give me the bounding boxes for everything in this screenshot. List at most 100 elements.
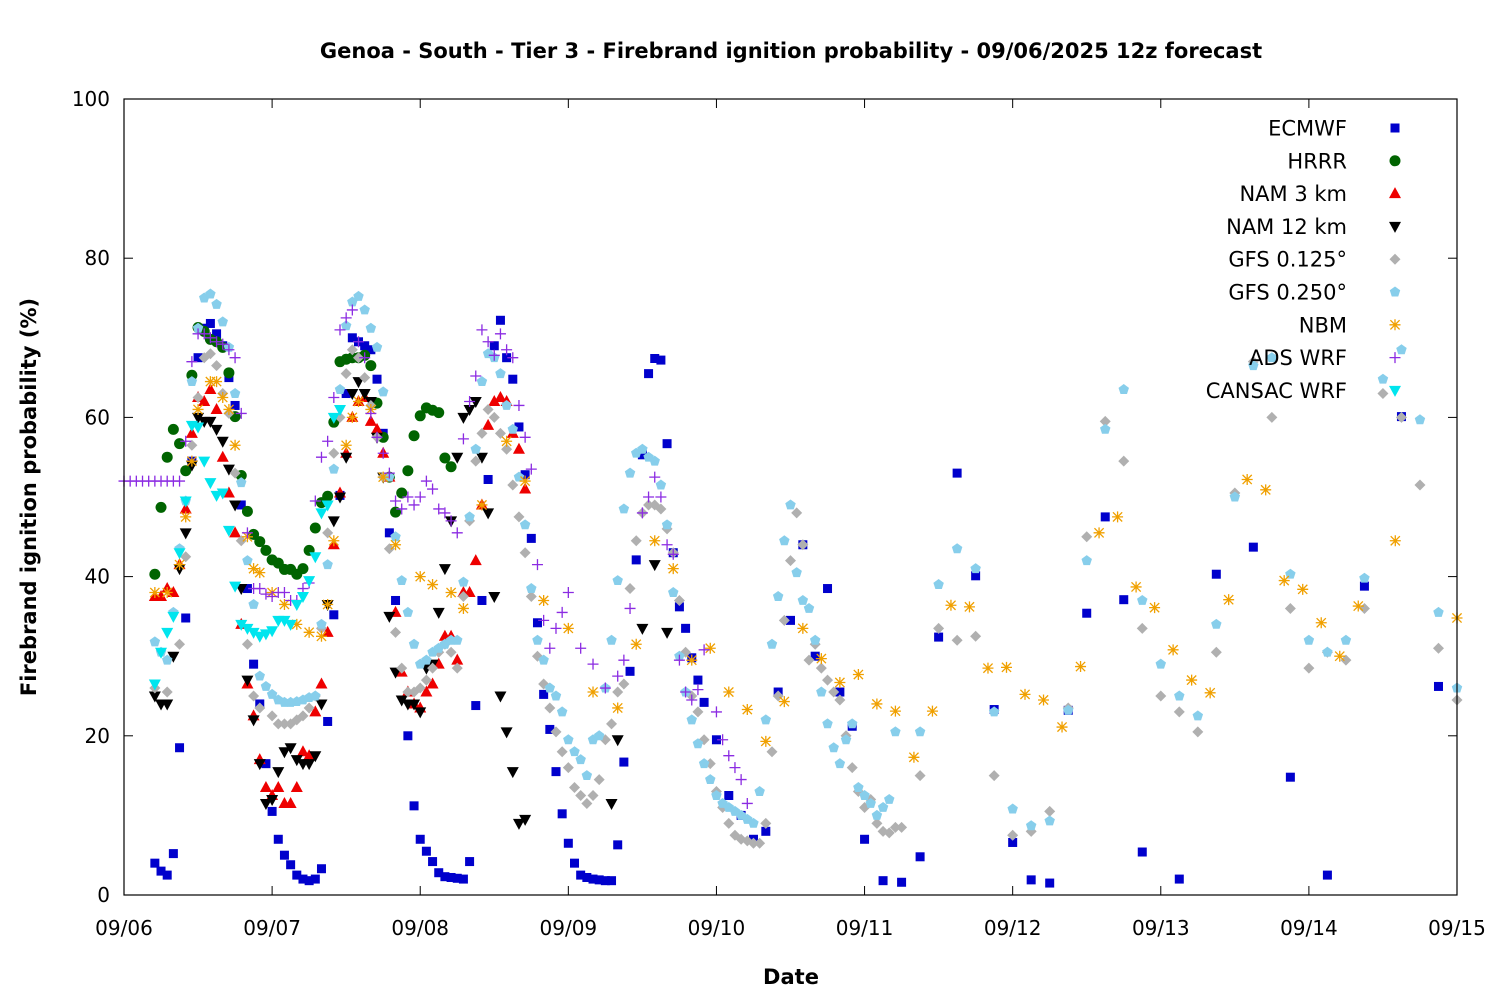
data-point [618,654,630,666]
data-point [427,662,439,674]
data-point [544,642,556,654]
data-point [889,821,901,833]
data-point [797,622,809,634]
data-point [192,392,204,403]
data-point [649,471,661,483]
data-point [488,349,500,361]
data-point [519,431,531,443]
data-point [563,734,574,745]
data-point [637,450,647,460]
data-point [612,575,623,586]
data-point [278,598,290,610]
data-point [174,438,186,450]
data-point [507,352,519,364]
data-point [216,488,229,500]
plot-frame [123,98,1458,896]
data-point [457,412,470,424]
data-point [211,376,223,388]
data-point [451,653,464,665]
data-point [786,615,795,625]
data-point [494,391,507,402]
data-point [402,465,414,477]
data-point [451,527,463,539]
x-tick-label: 09/06 [95,916,153,940]
data-point [556,606,568,618]
data-point [309,552,322,564]
data-point [408,699,421,711]
data-point [760,735,772,747]
data-point [414,491,426,503]
data-point [403,731,413,741]
data-point [315,677,328,689]
data-point [951,634,963,646]
data-point [272,781,285,793]
legend-marker [1390,123,1400,133]
data-point [624,467,636,478]
data-point [526,533,536,543]
data-point [155,590,168,601]
data-point [508,374,518,384]
data-point [1204,687,1216,699]
data-point [451,452,464,464]
data-point [278,747,291,759]
data-point [192,403,204,415]
data-point [1211,569,1221,579]
data-point [340,452,353,464]
data-point [766,638,778,649]
data-point [290,599,303,611]
data-point [1112,511,1124,523]
data-point [1130,581,1142,593]
data-point [477,595,487,605]
data-point [500,727,513,739]
data-point [673,594,685,606]
data-point [358,389,371,401]
data-point [253,759,266,771]
data-point [636,623,649,635]
data-point [303,759,316,771]
data-point [1248,360,1259,371]
data-point [871,809,883,820]
data-point [297,710,309,722]
data-point [1297,583,1309,595]
data-point [1359,572,1370,583]
data-point [735,774,747,786]
data-point [613,840,623,850]
data-point [391,595,401,605]
data-point [809,634,821,645]
data-point [371,341,383,352]
data-point [254,583,266,595]
data-point [606,718,618,730]
data-point [229,352,241,364]
data-point [1026,875,1036,885]
legend-marker [1389,253,1401,265]
data-point [779,535,790,546]
data-point [495,368,506,379]
data-point [797,594,809,605]
data-point [747,837,759,849]
data-point [884,793,895,804]
data-point [333,404,346,416]
data-point [181,613,191,623]
data-point [661,627,674,639]
data-point [204,348,216,360]
data-point [803,602,815,613]
data-point [686,654,698,666]
data-point [476,499,488,511]
x-tick-label: 09/08 [391,916,449,940]
data-point [186,455,198,467]
data-point [193,353,203,363]
data-point [451,662,463,674]
legend-marker [1389,286,1401,297]
data-point [852,669,864,681]
legend-label: GFS 0.125° [1228,248,1347,272]
data-point [1414,414,1426,425]
data-point [259,629,272,641]
data-point [501,399,512,410]
data-point [1136,622,1148,634]
data-point [433,503,445,515]
data-point [396,575,407,586]
data-point [161,451,173,463]
data-point [519,482,532,494]
data-point [204,416,217,428]
data-point [723,750,735,762]
